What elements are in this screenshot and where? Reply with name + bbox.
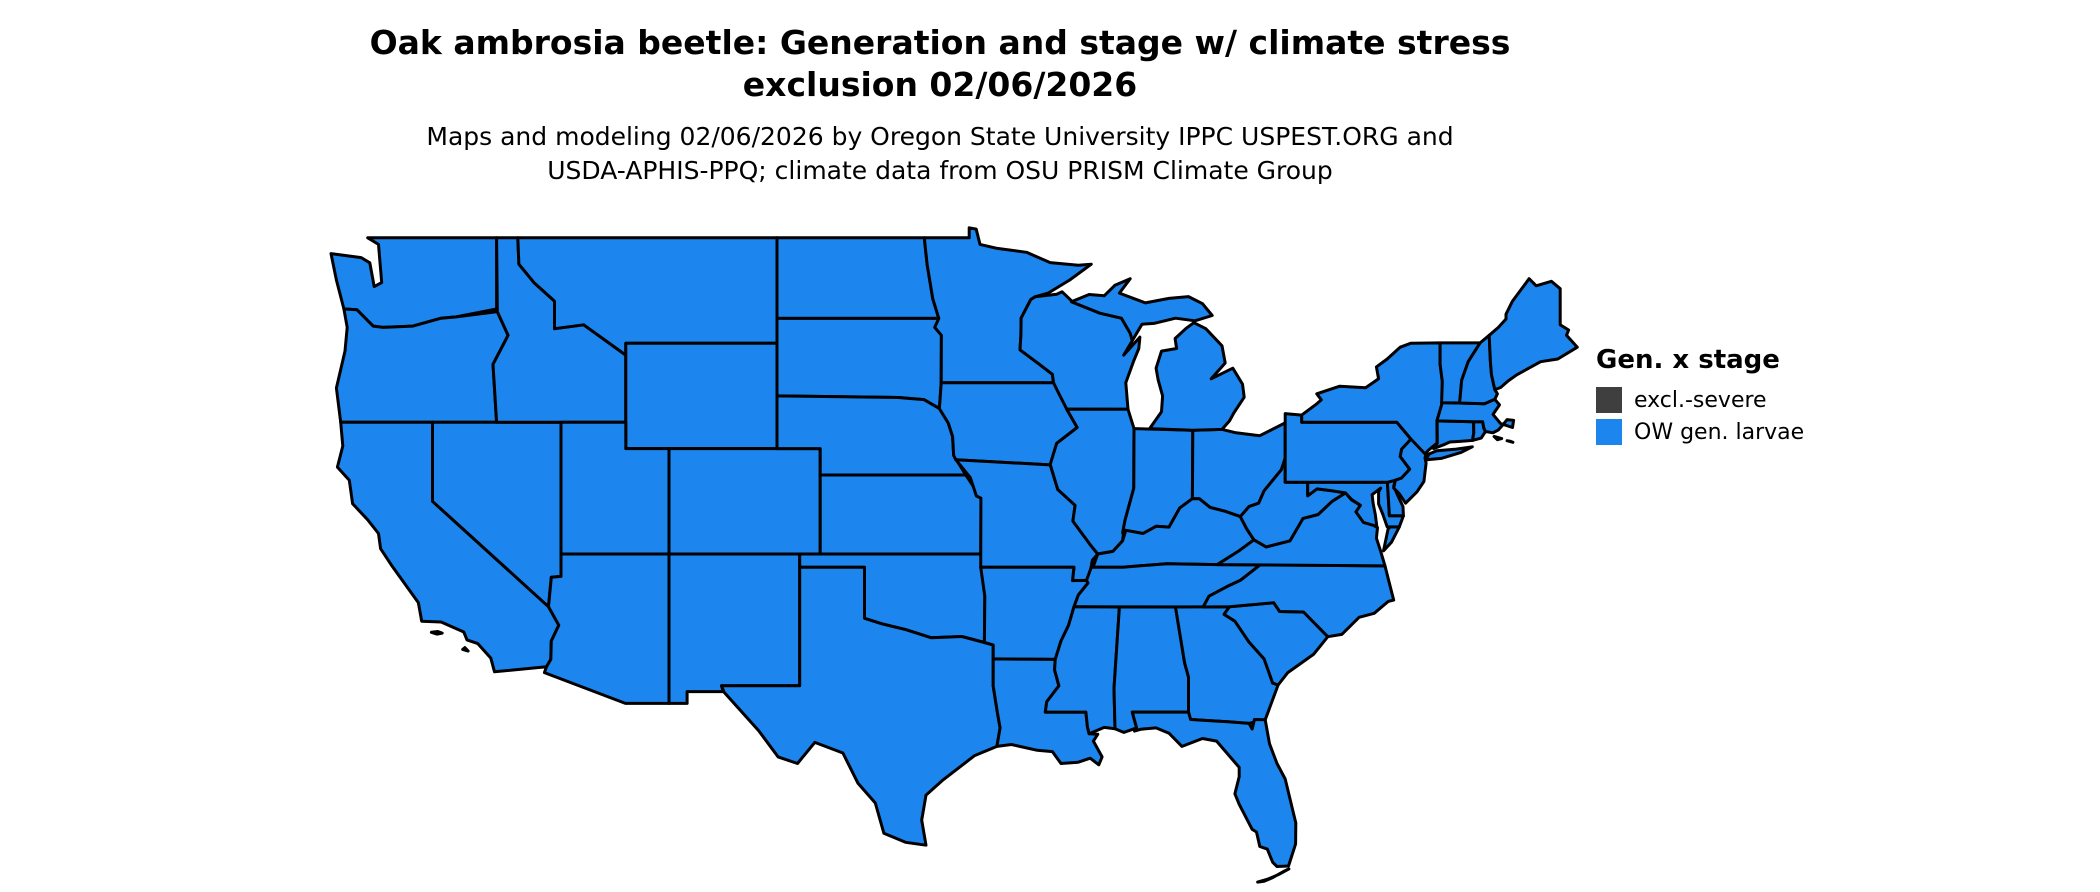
state-mi: [1148, 321, 1246, 432]
legend-label-ow-gen-larvae: OW gen. larvae: [1634, 419, 1805, 445]
state-ma: [1492, 435, 1504, 442]
state-or: [334, 307, 510, 424]
state-va: [1382, 525, 1401, 553]
state-wy: [624, 341, 779, 451]
state-fl: [1256, 867, 1291, 884]
state-nc: [1201, 563, 1396, 639]
us-map: [329, 226, 1579, 884]
figure-title: Oak ambrosia beetle: Generation and stag…: [0, 22, 1880, 106]
state-nd: [775, 236, 941, 320]
figure-subtitle-line2: USDA-APHIS-PPQ; climate data from OSU PR…: [547, 155, 1333, 185]
legend-title: Gen. x stage: [1596, 345, 1780, 375]
legend-item-ow-gen-larvae: OW gen. larvae: [1596, 419, 1804, 445]
state-ks: [818, 473, 983, 556]
figure-title-line1: Oak ambrosia beetle: Generation and stag…: [369, 23, 1511, 62]
state-wi: [1018, 290, 1142, 411]
state-co: [667, 447, 822, 556]
state-pa: [1283, 412, 1413, 484]
figure-subtitle-line1: Maps and modeling 02/06/2026 by Oregon S…: [426, 122, 1454, 151]
state-fl: [1130, 710, 1298, 868]
legend: Gen. x stage excl.-severe OW gen. larvae: [1596, 345, 1804, 451]
state-md: [1306, 480, 1405, 529]
state-mi: [1069, 277, 1214, 343]
state-ny: [1424, 445, 1474, 462]
state-ct: [1432, 419, 1476, 451]
state-az: [542, 552, 671, 705]
legend-swatch-ow-gen-larvae: [1596, 419, 1622, 445]
legend-swatch-excl-severe: [1596, 387, 1622, 413]
figure-title-line2: exclusion 02/06/2026: [742, 65, 1138, 105]
state-ca: [429, 630, 444, 636]
state-ma: [1505, 439, 1515, 444]
legend-label-excl-severe: excl.-severe: [1634, 387, 1767, 413]
state-nm: [667, 552, 802, 705]
state-ca: [461, 646, 470, 653]
legend-item-excl-severe: excl.-severe: [1596, 387, 1804, 413]
state-me: [1487, 277, 1579, 392]
figure-subtitle: Maps and modeling 02/06/2026 by Oregon S…: [0, 120, 1880, 188]
state-tx: [720, 565, 1002, 847]
